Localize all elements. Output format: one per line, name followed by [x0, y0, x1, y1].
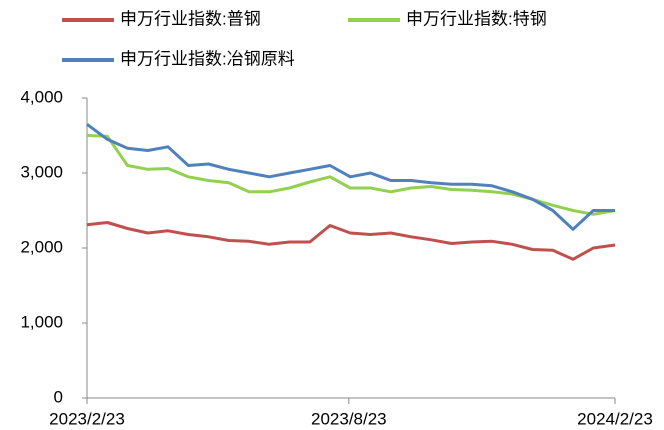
x-tick-label: 2023/2/23 [49, 409, 125, 428]
series-line [86, 123, 615, 231]
legend-label: 申万行业指数:特钢 [406, 9, 547, 28]
legend-label: 申万行业指数:冶钢原料 [120, 49, 295, 68]
y-tick-label: 2,000 [20, 237, 63, 256]
y-tick-label: 0 [54, 387, 63, 406]
x-tick-label: 2024/2/23 [577, 409, 653, 428]
x-tick-label: 2023/8/23 [311, 409, 387, 428]
y-tick-label: 3,000 [20, 162, 63, 181]
y-tick-label: 4,000 [20, 87, 63, 106]
y-tick-label: 1,000 [20, 312, 63, 331]
legend-label: 申万行业指数:普钢 [120, 9, 261, 28]
series-line [86, 221, 616, 261]
